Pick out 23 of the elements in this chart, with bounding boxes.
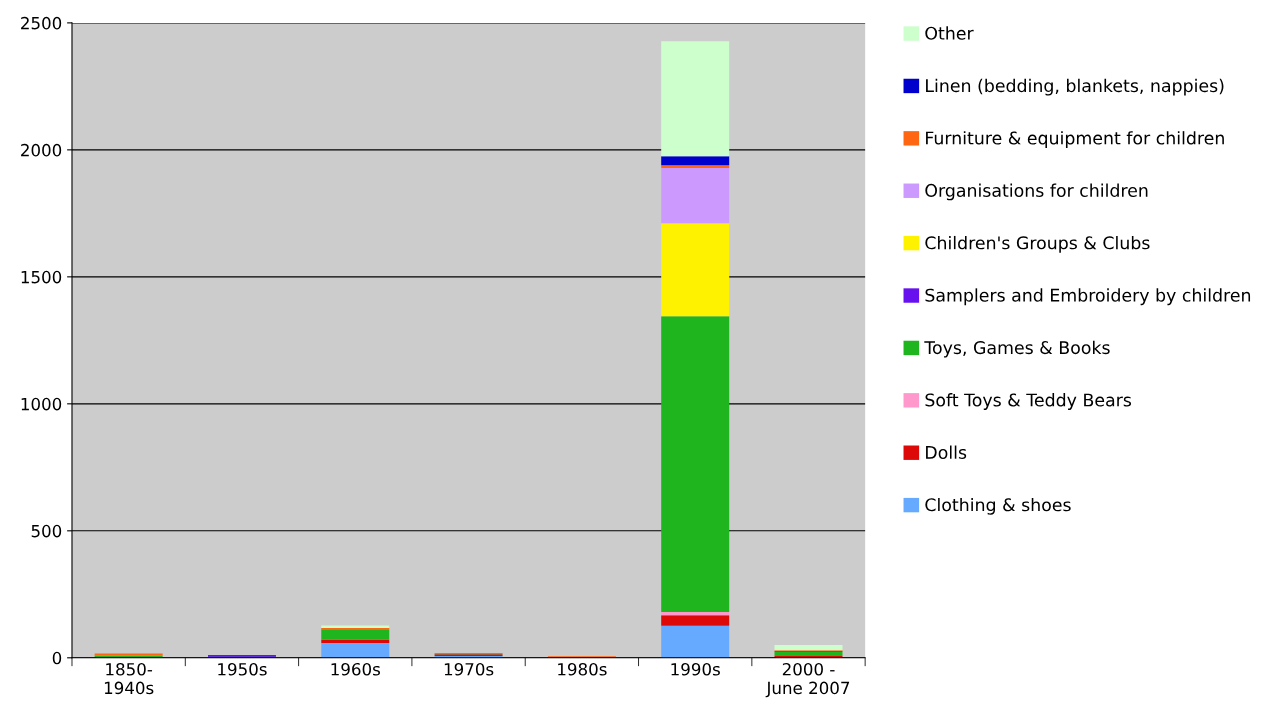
x-tick-label: 1850- 1940s (104, 662, 154, 695)
x-tick-label: 1990s (671, 662, 720, 676)
legend-label: Children's Groups & Clubs (925, 235, 1150, 253)
y-tick-label: 2000 (21, 143, 62, 157)
y-tick-label: 1000 (21, 397, 62, 411)
x-tick-label: 1980s (558, 662, 607, 676)
x-tick-label: 1950s (218, 662, 267, 676)
y-tick-label: 2500 (21, 16, 62, 30)
legend-label: Other (925, 26, 974, 40)
y-tick-label: 500 (31, 524, 62, 538)
x-tick-label: 1970s (444, 662, 494, 676)
x-tick-label: 1960s (331, 662, 380, 676)
y-tick-label: 1500 (21, 270, 62, 284)
legend-label: Toys, Games & Books (924, 340, 1110, 358)
legend-label: Dolls (926, 445, 967, 459)
legend-label: Samplers and Embroidery by children (925, 288, 1251, 306)
legend-label: Organisations for children (925, 183, 1148, 201)
legend-label: Soft Toys & Teddy Bears (925, 393, 1132, 410)
legend-label: Linen (bedding, blankets, nappies) (926, 78, 1224, 96)
x-tick-label: 2000 - June 2007 (765, 662, 850, 698)
legend-label: Furniture & equipment for children (926, 131, 1224, 148)
y-tick-label: 0 (52, 651, 62, 665)
legend-label: Clothing & shoes (925, 497, 1071, 515)
